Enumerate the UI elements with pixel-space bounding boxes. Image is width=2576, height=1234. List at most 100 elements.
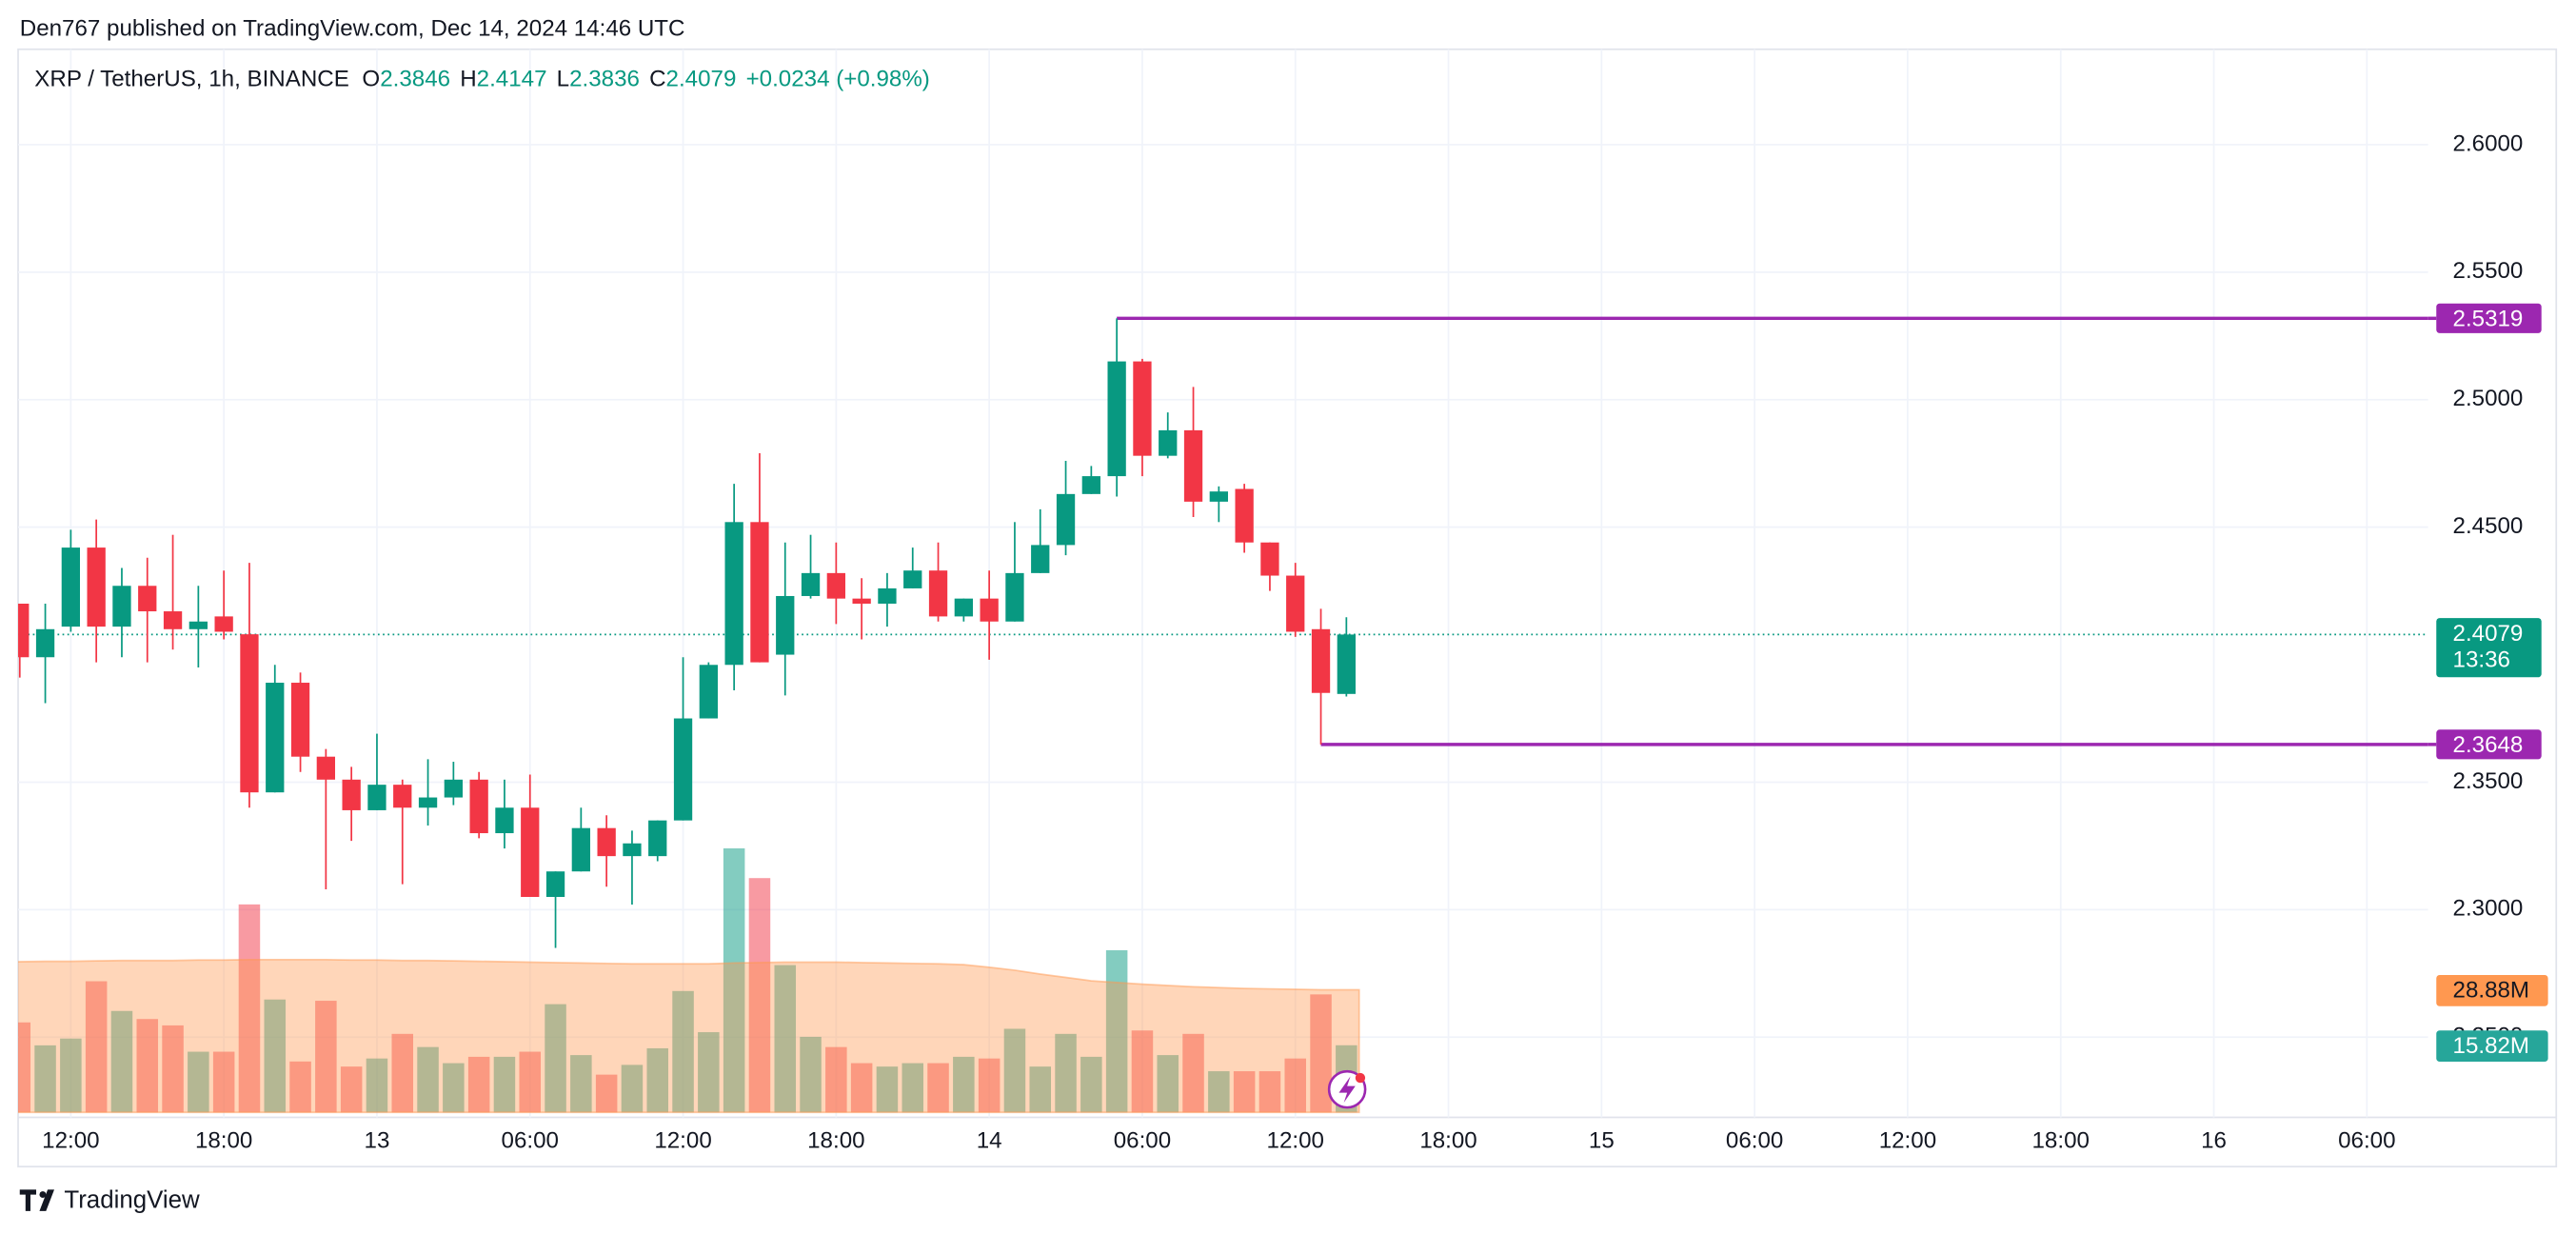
volume-ma-area — [18, 958, 1360, 1114]
candle-body — [852, 598, 871, 605]
volume-bar — [978, 1058, 1001, 1113]
candle-body — [266, 683, 285, 793]
brand: TradingView — [64, 1186, 200, 1213]
candle-body — [1081, 476, 1100, 494]
candle-body — [648, 820, 667, 857]
alert-icon[interactable] — [1327, 1069, 1367, 1109]
logo-part — [19, 1189, 37, 1211]
volume-bar — [366, 1058, 388, 1113]
change: +0.0234 (+0.98%) — [746, 67, 930, 92]
volume-bar — [60, 1038, 82, 1113]
y-tick-label: 2.5500 — [2453, 258, 2524, 284]
volume-bar — [1258, 1071, 1281, 1113]
volume-bar — [212, 1051, 235, 1113]
volume-bar — [467, 1056, 490, 1113]
volume-bar — [34, 1045, 56, 1113]
y-tick-label: 2.6000 — [2453, 130, 2524, 156]
candle-body — [1209, 491, 1228, 502]
volume-bar — [1003, 1028, 1026, 1113]
volume-bar — [289, 1061, 311, 1113]
y-tick-label: 2.5000 — [2453, 386, 2524, 411]
candle-body — [1337, 634, 1356, 694]
x-tick-label: 12:00 — [654, 1128, 711, 1154]
candle-body — [1159, 429, 1178, 456]
ohlc-key: C — [649, 67, 665, 92]
volume-bar — [188, 1051, 209, 1113]
candle-body — [1260, 542, 1279, 576]
logo-part — [39, 1191, 47, 1199]
volume-bar — [748, 878, 771, 1113]
candle-body — [826, 572, 845, 599]
candle-body — [954, 598, 973, 617]
alert-dot — [1355, 1072, 1366, 1084]
countdown: 13:36 — [2453, 647, 2510, 672]
candle-body — [623, 843, 642, 857]
x-tick-label: 12:00 — [1879, 1128, 1936, 1154]
volume-bar — [110, 1010, 133, 1113]
volume-ma-label: 28.88M — [2453, 978, 2530, 1004]
volume-bar — [698, 1032, 720, 1113]
candle-body — [1235, 488, 1254, 543]
level-label: 2.3648 — [2453, 732, 2524, 758]
volume-bar — [1055, 1033, 1077, 1113]
volume-bar — [493, 1056, 516, 1113]
candle-body — [1133, 361, 1152, 456]
volume-bar — [1131, 1030, 1154, 1113]
volume-bar — [85, 981, 108, 1113]
candle-body — [87, 547, 106, 627]
x-tick-label: 18:00 — [807, 1128, 864, 1154]
volume-bar — [519, 1051, 542, 1113]
ohlc-key: H — [460, 67, 476, 92]
candle-body — [495, 807, 514, 834]
volume-bar — [800, 1036, 822, 1113]
ohlc-value: 2.4079 — [666, 67, 737, 92]
candle-body — [521, 807, 540, 897]
candle-body — [903, 570, 922, 588]
x-tick-label: 12:00 — [42, 1128, 99, 1154]
volume-bar — [850, 1063, 873, 1113]
candle-body — [673, 718, 693, 821]
candle-body — [1286, 575, 1305, 632]
level-label-box — [2436, 303, 2542, 333]
volume-bar — [18, 1022, 31, 1113]
volume-bar — [876, 1066, 899, 1113]
legend: XRP / TetherUS, 1h, BINANCE O2.3846 H2.4… — [34, 67, 930, 92]
candle-body — [801, 572, 821, 596]
candle-body — [393, 785, 412, 808]
candle-body — [35, 628, 55, 658]
volume-bar — [646, 1047, 669, 1113]
footer-logo — [19, 1189, 54, 1211]
volume-pane — [18, 848, 1360, 1114]
volume-bar — [443, 1063, 465, 1113]
logo-part — [39, 1189, 54, 1211]
candle-body — [571, 827, 590, 872]
volume-bar — [1233, 1071, 1256, 1113]
volume-bar — [825, 1046, 847, 1113]
candle-body — [1005, 572, 1024, 622]
y-tick-label: 2.3000 — [2453, 896, 2524, 922]
ohlc-value: 2.3836 — [569, 67, 640, 92]
volume-label-box — [2436, 1030, 2548, 1063]
candle-body — [1031, 545, 1050, 573]
x-tick-label: 18:00 — [1419, 1128, 1476, 1154]
candle-body — [699, 665, 718, 719]
volume-bar — [1310, 994, 1332, 1113]
candle-body — [724, 522, 743, 666]
candle-body — [367, 785, 386, 810]
x-tick-label: 15 — [1589, 1128, 1615, 1154]
ohlc-key: L — [557, 67, 569, 92]
price-label-box — [2436, 618, 2542, 678]
volume-bar — [927, 1063, 949, 1113]
volume-bar — [774, 965, 797, 1113]
volume-bar — [1208, 1071, 1230, 1113]
candle-body — [61, 547, 81, 627]
volume-bar — [621, 1065, 644, 1113]
volume-bar — [264, 999, 287, 1113]
candle-body — [545, 871, 565, 897]
candle-body — [342, 779, 361, 810]
x-tick-label: 06:00 — [2338, 1128, 2395, 1154]
candle-body — [980, 598, 999, 622]
candle-body — [469, 779, 488, 834]
candle-body — [1056, 493, 1076, 546]
